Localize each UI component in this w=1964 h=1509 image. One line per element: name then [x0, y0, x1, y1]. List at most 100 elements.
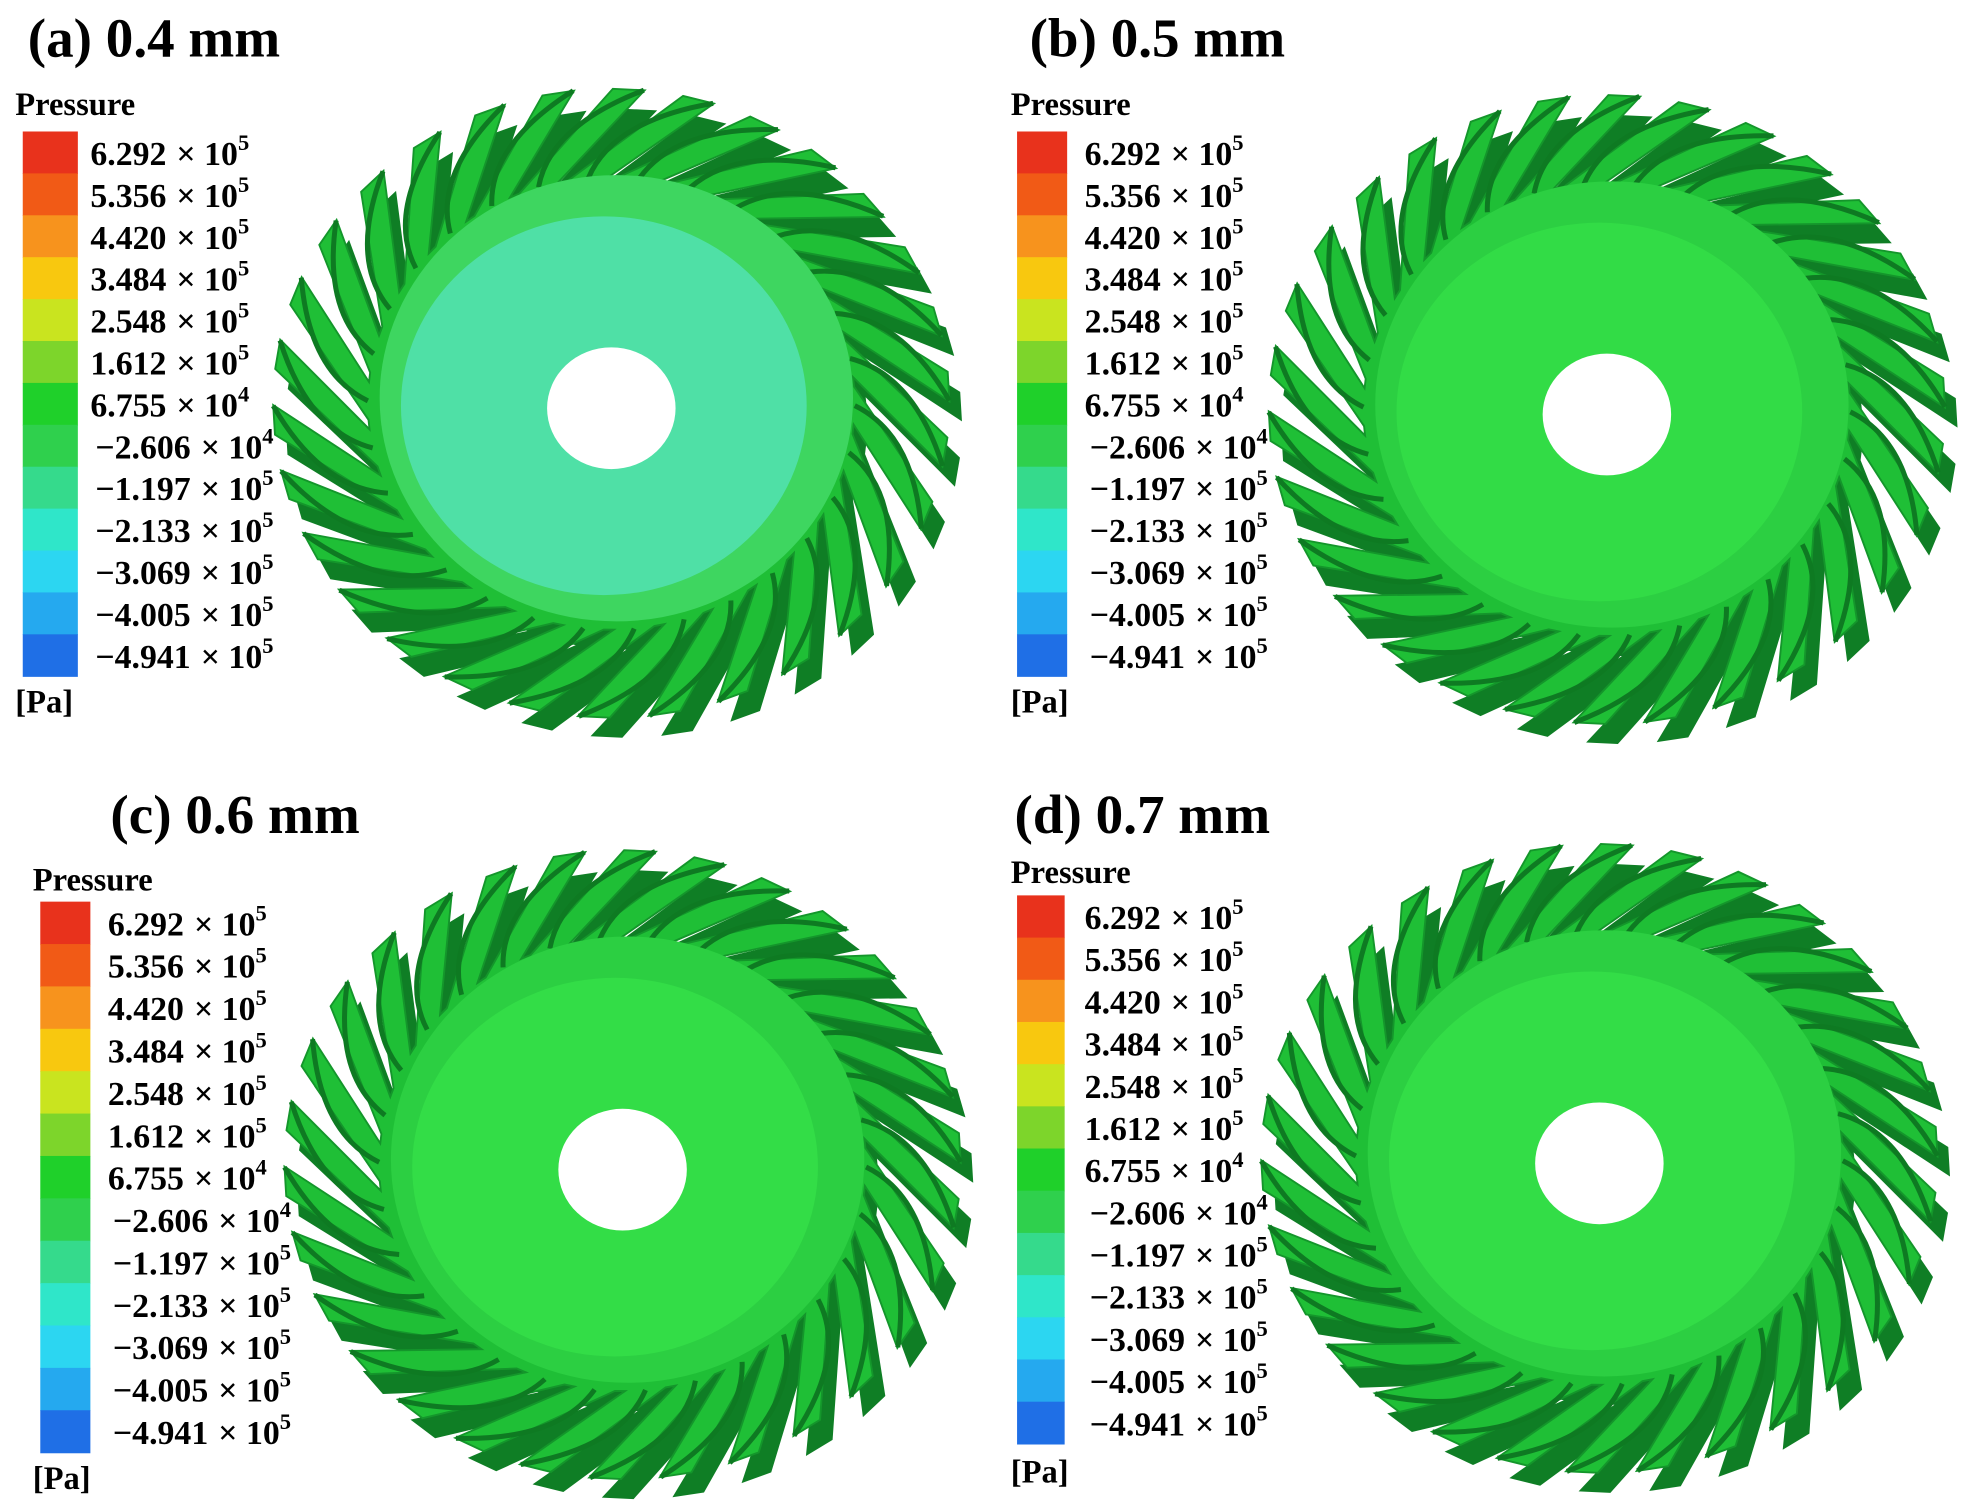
tooth-groove: [1326, 1343, 1477, 1371]
legend-label: −2.606 × 104: [1090, 1189, 1268, 1232]
color-band: [22, 466, 78, 510]
legend-label: −2.606 × 104: [95, 423, 273, 466]
label-exponent: 5: [1232, 1063, 1243, 1088]
label-mantissa: −2.606: [95, 429, 190, 466]
tooth-groove: [1290, 1286, 1436, 1334]
tooth-groove: [864, 1164, 936, 1291]
legend-label: 6.292 × 105: [108, 900, 267, 943]
label-exponent: 4: [255, 1155, 266, 1180]
label-multiplier: × 10: [1195, 1322, 1257, 1359]
label-multiplier: × 10: [1195, 1238, 1257, 1275]
tooth-groove: [834, 310, 952, 402]
label-multiplier: × 10: [1171, 984, 1233, 1021]
label-multiplier: × 10: [1171, 136, 1233, 173]
color-band: [22, 592, 78, 635]
label-multiplier: × 10: [1171, 1069, 1233, 1106]
color-band: [40, 944, 91, 988]
label-multiplier: × 10: [1195, 1195, 1257, 1232]
label-multiplier: × 10: [176, 262, 238, 299]
label-mantissa: 5.356: [1085, 942, 1161, 979]
label-exponent: 5: [262, 549, 273, 574]
color-band: [1017, 257, 1068, 300]
legend-label: 3.484 × 105: [90, 256, 249, 299]
tooth-groove: [1722, 946, 1873, 974]
color-band: [40, 901, 91, 945]
label-multiplier: × 10: [201, 471, 263, 508]
tooth-groove: [1440, 109, 1502, 241]
tooth-groove: [586, 100, 714, 179]
legend-unit: [Pa]: [1011, 685, 1069, 721]
tooth-groove: [349, 1349, 500, 1377]
label-multiplier: × 10: [218, 1203, 280, 1240]
tooth-groove: [809, 268, 944, 337]
color-band: [1017, 382, 1068, 426]
label-mantissa: −2.133: [1090, 1280, 1185, 1317]
color-band: [22, 341, 78, 384]
legend-label: −4.005 × 105: [95, 591, 273, 634]
tooth-groove: [1398, 137, 1438, 276]
label-exponent: 5: [255, 1027, 266, 1052]
label-exponent: 4: [1257, 1189, 1268, 1214]
tooth-groove: [509, 627, 637, 706]
color-band: [40, 1113, 91, 1157]
label-exponent: 4: [1232, 381, 1243, 406]
tooth-groove: [1390, 885, 1430, 1025]
tooth-groove: [282, 1166, 400, 1258]
label-exponent: 5: [280, 1324, 291, 1349]
label-mantissa: 4.420: [1085, 220, 1161, 257]
tooth-groove: [288, 1101, 385, 1212]
label-multiplier: × 10: [218, 1245, 280, 1282]
label-multiplier: × 10: [1195, 1280, 1257, 1317]
label-mantissa: 5.356: [90, 178, 166, 215]
label-multiplier: × 10: [176, 387, 238, 424]
legend-unit: [Pa]: [15, 685, 73, 721]
label-exponent: 5: [255, 943, 266, 968]
label-mantissa: −4.941: [1090, 1406, 1185, 1443]
tooth-groove: [1334, 594, 1485, 622]
tooth-groove: [637, 126, 778, 180]
label-exponent: 5: [280, 1239, 291, 1264]
color-band: [1017, 1401, 1065, 1445]
label-mantissa: −1.197: [1090, 1238, 1185, 1275]
tooth-groove: [1849, 409, 1920, 536]
tooth-groove: [1440, 632, 1581, 686]
color-band: [1017, 341, 1068, 384]
label-exponent: 5: [1257, 465, 1268, 490]
tooth-groove: [1266, 410, 1384, 502]
color-band: [40, 1028, 91, 1072]
legend-label: −3.069 × 105: [1090, 549, 1268, 592]
tooth-groove: [342, 981, 387, 1118]
label-mantissa: −4.005: [95, 597, 190, 634]
legend-label: −2.133 × 105: [113, 1282, 291, 1325]
label-mantissa: 6.292: [1085, 900, 1161, 937]
tooth-groove: [845, 1072, 963, 1164]
tooth-groove: [792, 1298, 831, 1438]
label-mantissa: −1.197: [95, 471, 190, 508]
tooth-groove: [1804, 274, 1939, 344]
label-multiplier: × 10: [1171, 1111, 1233, 1148]
tooth-groove: [597, 862, 725, 941]
label-exponent: 5: [255, 1112, 266, 1137]
color-band: [40, 1198, 91, 1242]
label-exponent: 5: [238, 339, 249, 364]
label-mantissa: 6.755: [108, 1161, 184, 1198]
label-mantissa: 1.612: [108, 1118, 184, 1155]
color-band: [22, 634, 78, 677]
label-mantissa: 1.612: [90, 345, 166, 382]
tooth-groove: [1776, 543, 1816, 682]
tooth-groove: [489, 88, 575, 207]
tooth-groove: [1797, 1023, 1932, 1093]
tooth-groove: [830, 495, 858, 637]
legend-unit: [Pa]: [1011, 1455, 1069, 1491]
color-band: [1017, 1190, 1065, 1234]
label-mantissa: −4.005: [1090, 597, 1185, 634]
label-mantissa: 1.612: [1085, 1111, 1161, 1148]
color-band: [1017, 131, 1068, 175]
label-multiplier: × 10: [194, 906, 256, 943]
tooth-groove: [1267, 1224, 1402, 1293]
color-band: [22, 299, 78, 342]
tooth-groove: [1729, 197, 1880, 225]
color-band: [1017, 1359, 1065, 1403]
legend-label: 3.484 × 105: [108, 1027, 267, 1070]
label-mantissa: −1.197: [113, 1245, 208, 1282]
